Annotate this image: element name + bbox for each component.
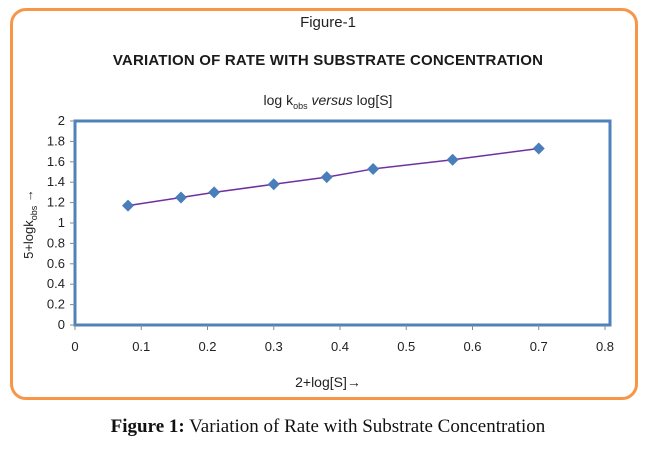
x-tick-label: 0.4 (331, 339, 349, 354)
data-point (208, 186, 221, 199)
data-point (122, 199, 134, 212)
ylabel-post: → (21, 189, 37, 206)
y-tick-label: 0.6 (47, 256, 65, 271)
x-axis-label: 2+log[S]→ (295, 374, 361, 390)
subtitle-italic: versus (307, 92, 357, 108)
x-tick-label: 0.3 (265, 339, 283, 354)
data-point (532, 142, 545, 155)
chart-title: VARIATION OF RATE WITH SUBSTRATE CONCENT… (112, 52, 544, 69)
subtitle-pre: log k (263, 92, 294, 108)
y-axis-label: 5+logkobs → (21, 189, 39, 259)
y-tick-label: 0.4 (47, 276, 65, 291)
series-layer (122, 142, 545, 212)
x-tick-label: 0 (71, 339, 78, 354)
subtitle-sub: obs (293, 100, 308, 111)
x-tick-label: 0.6 (463, 339, 481, 354)
y-tick-label: 1.6 (47, 154, 65, 169)
x-tick-label: 0.5 (397, 339, 415, 354)
data-point (175, 191, 187, 204)
series-line (127, 147, 539, 207)
y-tick-label: 0.8 (47, 235, 65, 250)
ylabel-pre: 5+logk (21, 220, 37, 259)
axes-layer: 0 0.2 0.4 0.6 0.8 1 1.2 1.4 1.6 1.8 2 0 0.1 0.2 0.3 0.4… (47, 113, 614, 354)
y-tick-label: 0 (58, 317, 65, 332)
ylabel-sub: obs (28, 205, 39, 221)
chart-subtitle: log kobs versus log[S] (0, 92, 656, 111)
y-tick-label: 2 (58, 113, 65, 128)
y-tick-label: 1.8 (47, 133, 65, 148)
subtitle-post: log[S] (356, 92, 393, 108)
y-tick-label: 1.2 (47, 195, 65, 210)
y-tick-label: 1.4 (47, 174, 65, 189)
plot-area-border (73, 119, 612, 327)
x-tick-label: 0.7 (530, 339, 548, 354)
x-tick-label: 0.8 (596, 339, 614, 354)
figure-caption: Figure 1: Variation of Rate with Substra… (0, 416, 656, 438)
y-tick-label: 1 (58, 215, 65, 230)
caption-bold: Figure 1: (110, 416, 185, 437)
x-tick-label: 0.2 (198, 339, 216, 354)
x-tick-label: 0.1 (132, 339, 150, 354)
y-tick-label: 0.2 (47, 297, 65, 312)
data-point (267, 178, 280, 191)
data-point (446, 153, 459, 166)
data-point (367, 162, 380, 175)
data-point (320, 171, 333, 184)
figure-label: Figure-1 (300, 14, 356, 31)
caption-text: Variation of Rate with Substrate Concent… (184, 416, 546, 437)
